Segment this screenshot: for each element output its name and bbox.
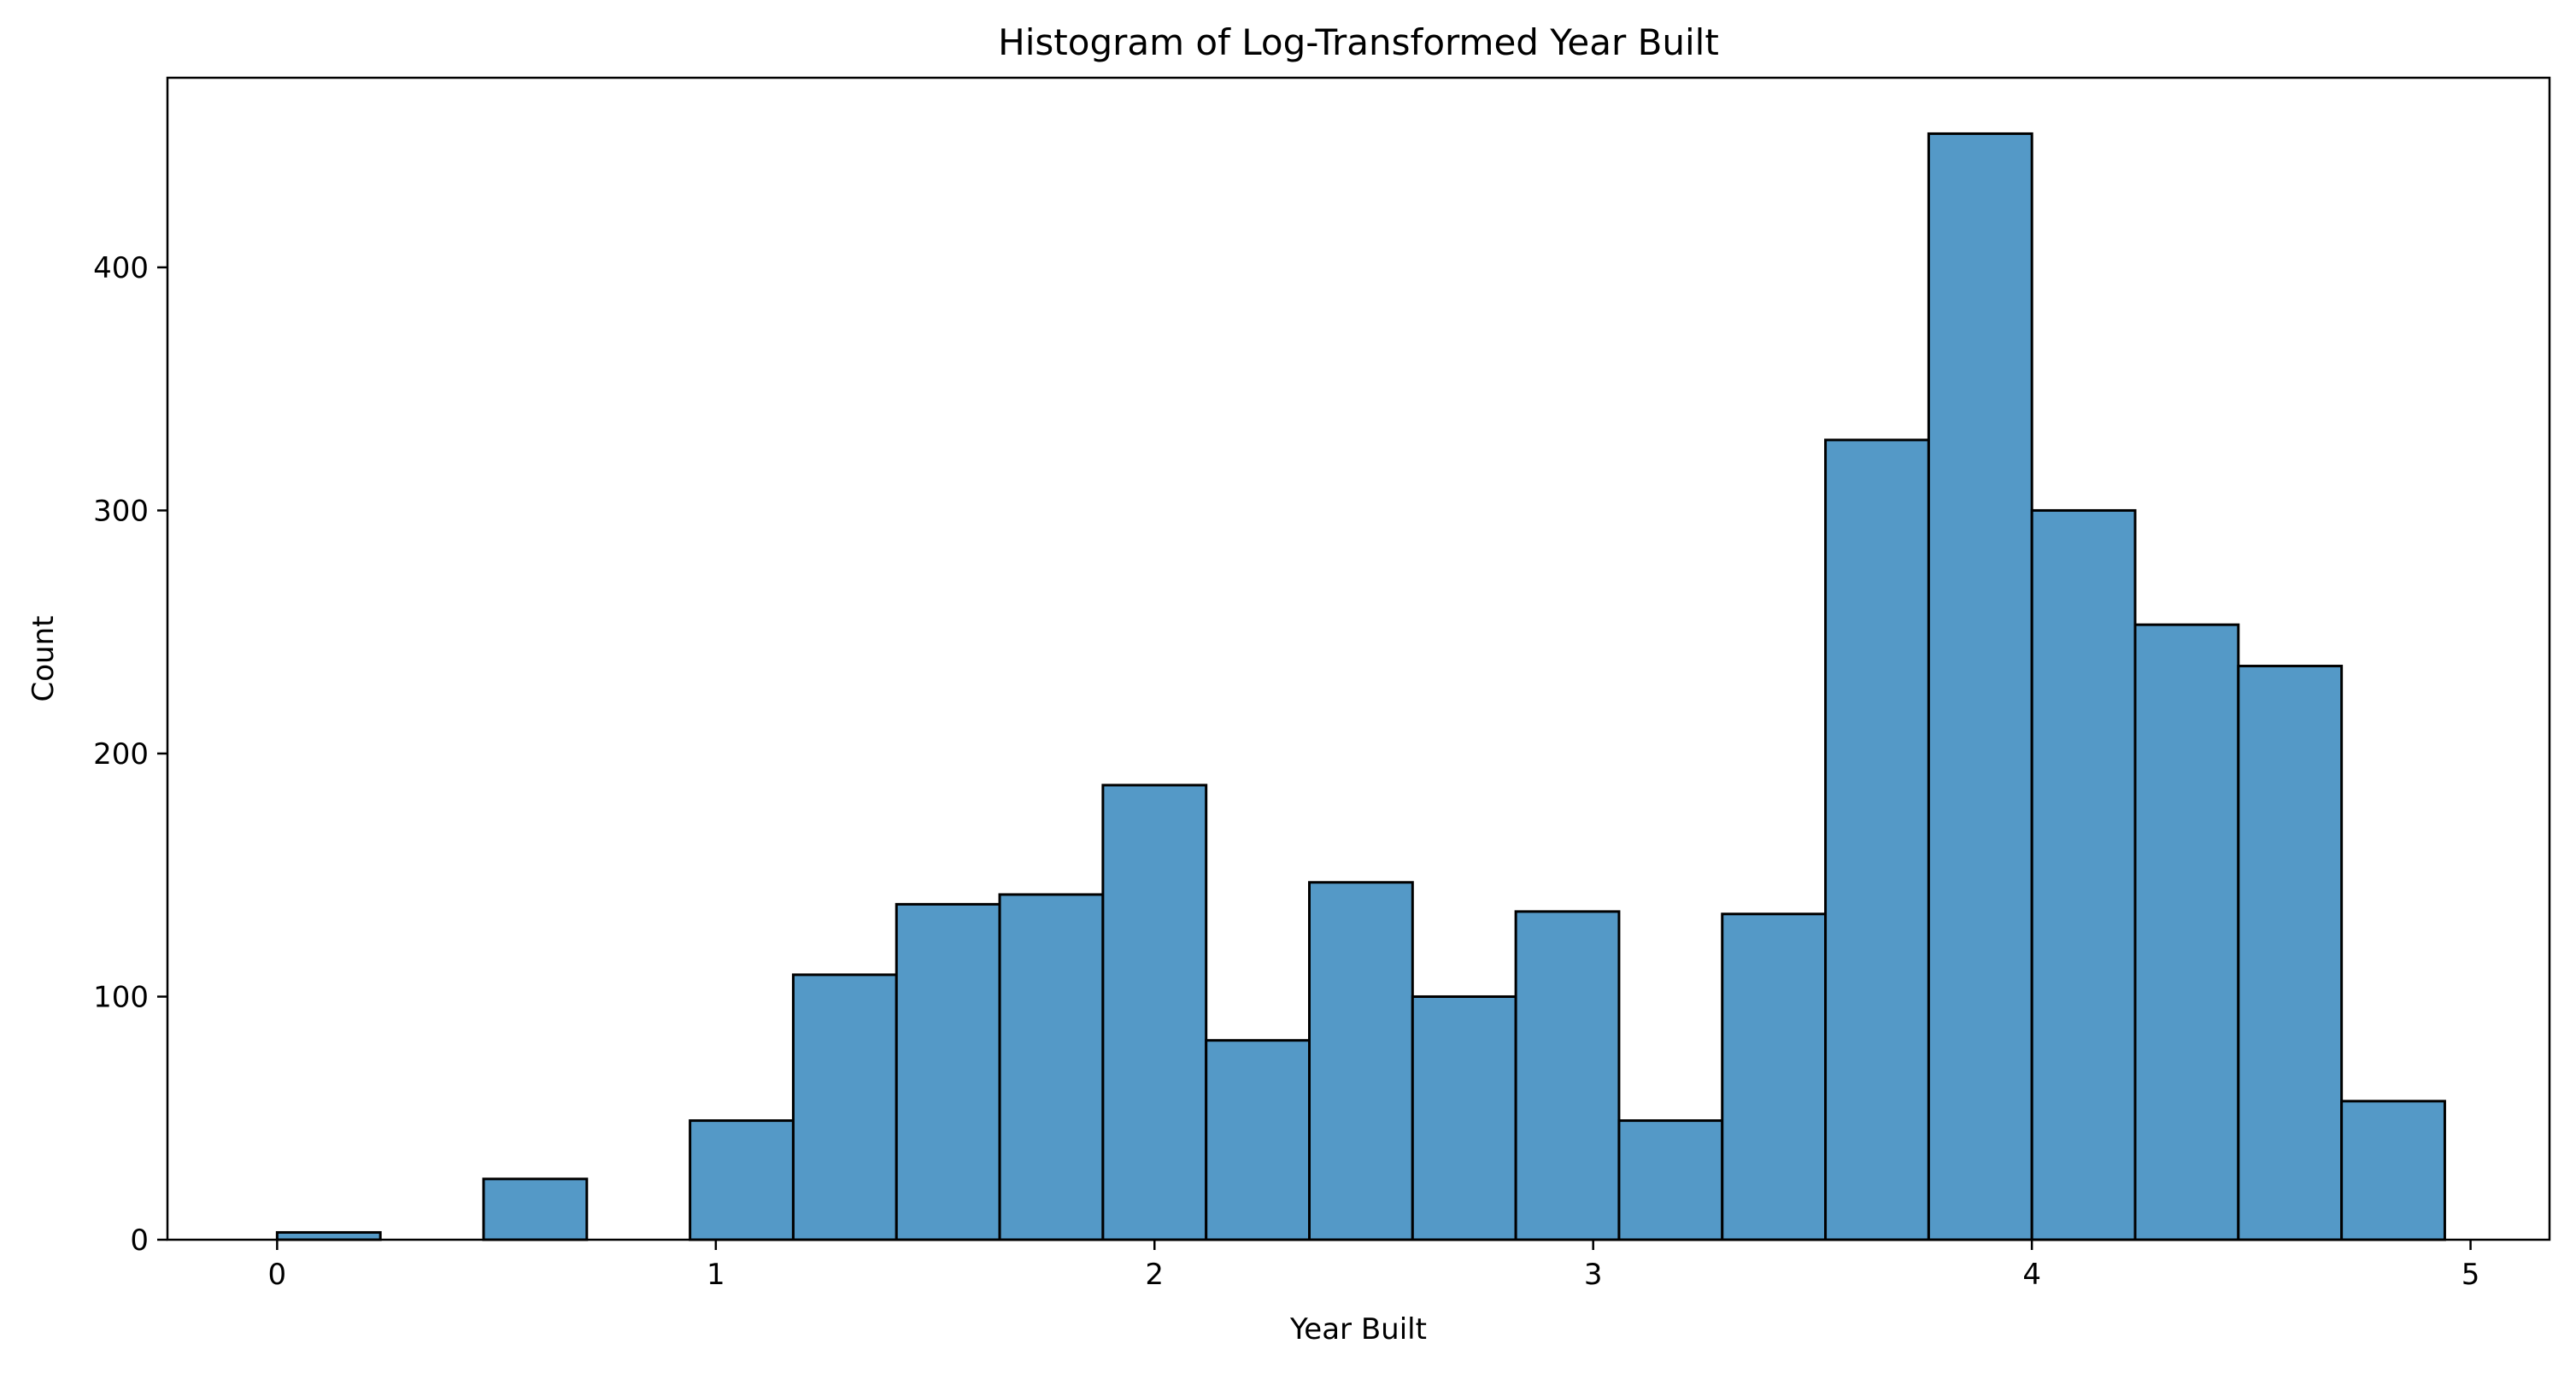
histogram-bar <box>2133 623 2240 1241</box>
x-tick-label: 4 <box>2022 1258 2041 1292</box>
histogram-bar <box>1721 912 1828 1241</box>
histogram-bar <box>1927 132 2033 1241</box>
histogram-bar <box>1411 995 1517 1241</box>
bars-group <box>275 132 2446 1241</box>
y-tick-label: 400 <box>93 251 149 285</box>
x-tick-label: 0 <box>268 1258 287 1292</box>
y-tick-label: 300 <box>93 494 149 528</box>
x-tick-label: 5 <box>2462 1258 2480 1292</box>
chart-title: Histogram of Log-Transformed Year Built <box>998 21 1719 63</box>
histogram-bar <box>2340 1100 2446 1241</box>
histogram-bar <box>689 1119 795 1241</box>
histogram-bar <box>895 902 1001 1241</box>
y-axis-label: Count <box>26 616 61 702</box>
x-axis-label: Year Built <box>1289 1312 1427 1347</box>
histogram-bar <box>1101 783 1208 1241</box>
histogram-bar <box>791 973 898 1241</box>
y-axis-ticks: 0 100 200 300 400 <box>93 251 167 1258</box>
histogram-bar <box>1205 1039 1311 1241</box>
histogram-bar <box>1617 1119 1724 1241</box>
x-tick-label: 1 <box>707 1258 725 1292</box>
histogram-bar <box>275 1230 382 1241</box>
x-tick-label: 3 <box>1584 1258 1603 1292</box>
x-axis-ticks: 0 1 2 3 4 5 <box>268 1240 2480 1292</box>
histogram-bar <box>1514 910 1621 1241</box>
histogram-bar <box>1824 438 1930 1241</box>
histogram-bar <box>2030 508 2137 1241</box>
histogram-bar <box>2237 665 2344 1241</box>
histogram-bar <box>482 1177 589 1241</box>
y-tick-label: 100 <box>93 980 149 1014</box>
y-tick-label: 0 <box>130 1223 149 1258</box>
histogram-bar <box>1307 881 1414 1241</box>
plot-frame <box>166 76 2551 1241</box>
histogram-bar <box>998 893 1105 1241</box>
y-tick-label: 200 <box>93 737 149 772</box>
x-tick-label: 2 <box>1145 1258 1164 1292</box>
